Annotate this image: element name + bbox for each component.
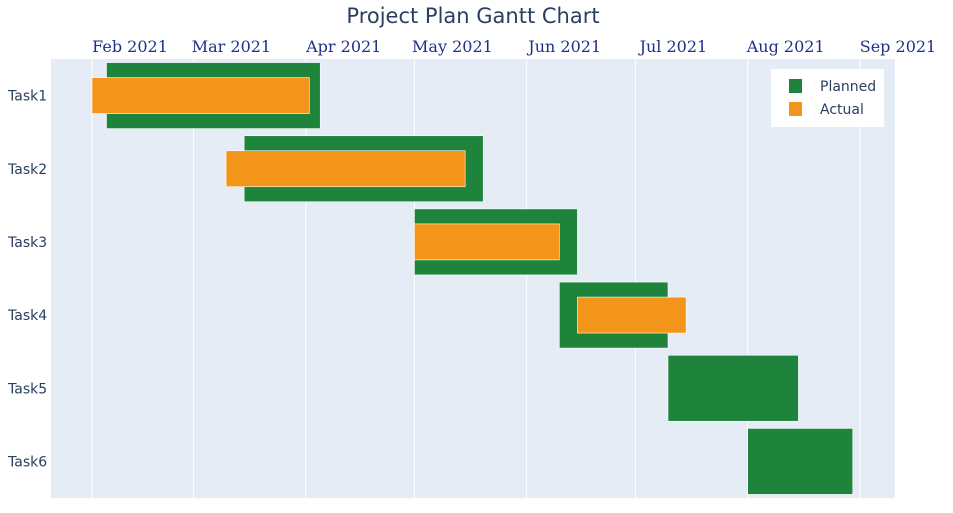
planned-bar	[667, 354, 799, 422]
legend-label[interactable]: Planned	[820, 79, 876, 95]
actual-bar	[577, 296, 687, 334]
x-tick-label: Mar 2021	[192, 37, 271, 56]
legend-box	[771, 69, 884, 127]
legend-label[interactable]: Actual	[820, 102, 864, 118]
x-tick-label: Feb 2021	[92, 37, 168, 56]
x-tick-label: Sep 2021	[860, 37, 936, 56]
chart-title: Project Plan Gantt Chart	[346, 4, 599, 28]
y-tick-label: Task6	[7, 454, 47, 470]
legend-swatch[interactable]	[789, 102, 802, 116]
legend: Planned Actual	[771, 69, 884, 127]
actual-bar	[225, 150, 466, 188]
plot-background	[51, 59, 895, 498]
x-tick-label: Jul 2021	[638, 37, 708, 56]
x-tick-label: Apr 2021	[305, 37, 381, 56]
y-tick-label: Task5	[7, 381, 47, 397]
actual-bar	[414, 223, 560, 261]
plot-area: Feb 2021 Mar 2021 Apr 2021 May 2021 Jun 2021…	[7, 37, 936, 498]
y-tick-label: Task3	[7, 235, 47, 251]
x-tick-label: Aug 2021	[746, 37, 825, 56]
planned-bar	[747, 428, 854, 495]
x-tick-label: Jun 2021	[526, 37, 601, 56]
y-tick-label: Task1	[7, 89, 47, 105]
x-tick-label: May 2021	[412, 37, 493, 56]
y-tick-label: Task4	[7, 308, 47, 324]
actual-bar	[91, 77, 310, 114]
legend-swatch[interactable]	[789, 79, 802, 93]
y-tick-label: Task2	[7, 162, 47, 178]
